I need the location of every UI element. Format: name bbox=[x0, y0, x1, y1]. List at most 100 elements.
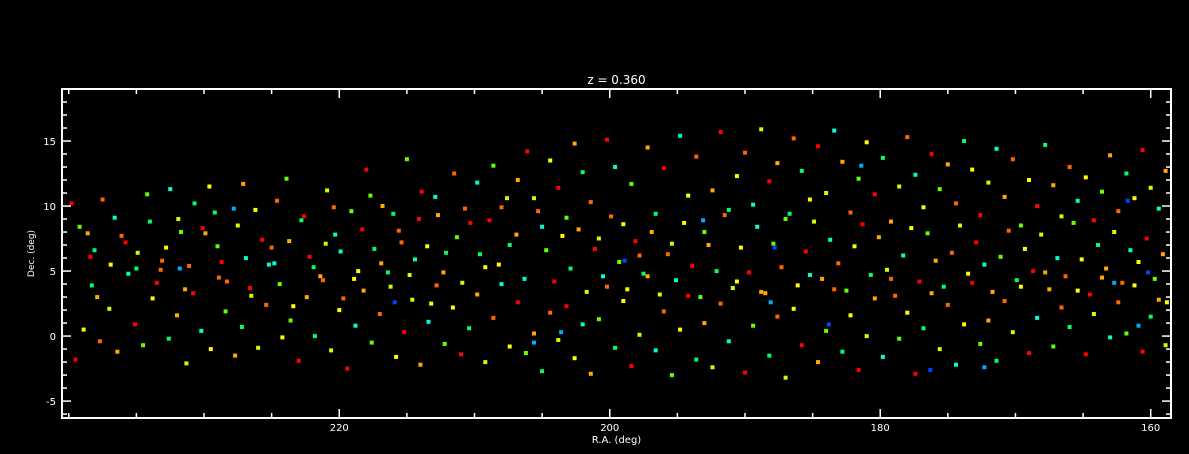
y-tick-label: -5 bbox=[46, 397, 56, 408]
data-point bbox=[828, 237, 833, 242]
data-point bbox=[364, 167, 369, 172]
data-point bbox=[913, 172, 918, 177]
data-point bbox=[536, 209, 541, 214]
data-point bbox=[253, 207, 258, 212]
data-point bbox=[710, 365, 715, 370]
data-point bbox=[885, 267, 889, 272]
data-point bbox=[275, 198, 279, 203]
data-point bbox=[325, 188, 330, 193]
data-point bbox=[1140, 148, 1145, 153]
data-point bbox=[913, 371, 918, 376]
data-point bbox=[605, 284, 609, 289]
data-point bbox=[200, 226, 205, 231]
data-point bbox=[399, 240, 404, 245]
data-point bbox=[115, 349, 120, 354]
data-point bbox=[734, 279, 739, 284]
data-point bbox=[444, 250, 449, 255]
data-point bbox=[588, 371, 593, 376]
data-point bbox=[872, 192, 877, 197]
data-point bbox=[978, 341, 983, 346]
data-point bbox=[1010, 330, 1015, 335]
data-point bbox=[772, 245, 777, 250]
data-point bbox=[905, 310, 910, 315]
data-point bbox=[176, 217, 181, 221]
data-point bbox=[145, 192, 150, 197]
data-point bbox=[726, 339, 731, 344]
data-point bbox=[256, 345, 261, 350]
data-point bbox=[385, 270, 390, 275]
data-point bbox=[986, 318, 991, 323]
data-point bbox=[338, 249, 343, 254]
data-point bbox=[179, 230, 183, 234]
data-point bbox=[1120, 280, 1125, 285]
data-point bbox=[580, 322, 585, 327]
data-point bbox=[1124, 171, 1129, 176]
data-point bbox=[633, 239, 638, 244]
data-point bbox=[360, 227, 365, 232]
data-point bbox=[686, 193, 691, 198]
data-point bbox=[807, 273, 812, 277]
data-point bbox=[653, 348, 658, 353]
data-point bbox=[860, 222, 865, 227]
data-point bbox=[89, 283, 94, 288]
data-point bbox=[277, 282, 282, 287]
data-point bbox=[564, 304, 569, 309]
data-point bbox=[380, 204, 385, 208]
data-point bbox=[775, 161, 780, 166]
data-point bbox=[81, 327, 86, 332]
data-point bbox=[133, 322, 137, 327]
data-point bbox=[1091, 218, 1096, 223]
data-point bbox=[832, 287, 837, 292]
data-point bbox=[812, 219, 816, 224]
data-point bbox=[1035, 204, 1040, 208]
data-point bbox=[119, 233, 124, 238]
data-point bbox=[994, 358, 999, 363]
data-point bbox=[559, 330, 564, 335]
data-point bbox=[848, 210, 853, 215]
data-point bbox=[548, 158, 553, 163]
data-point bbox=[730, 286, 735, 290]
data-point bbox=[714, 269, 719, 274]
data-point bbox=[329, 348, 334, 353]
data-point bbox=[1148, 314, 1153, 319]
data-point bbox=[921, 326, 926, 331]
data-point bbox=[763, 291, 768, 296]
data-point bbox=[674, 278, 678, 283]
data-point bbox=[1112, 280, 1117, 285]
data-point bbox=[751, 323, 756, 328]
data-point bbox=[848, 313, 853, 318]
data-point bbox=[722, 213, 727, 218]
data-point bbox=[239, 325, 244, 329]
data-point bbox=[307, 254, 312, 259]
data-point bbox=[1039, 232, 1044, 237]
data-point bbox=[738, 245, 743, 250]
data-point bbox=[937, 347, 942, 352]
data-point bbox=[799, 168, 804, 173]
data-point bbox=[312, 334, 317, 339]
data-point bbox=[248, 286, 252, 290]
data-point bbox=[1164, 300, 1169, 305]
data-point bbox=[467, 326, 472, 331]
data-point bbox=[219, 260, 224, 264]
data-point bbox=[897, 184, 902, 189]
data-point bbox=[349, 209, 354, 214]
data-point bbox=[1047, 287, 1052, 292]
data-point bbox=[1146, 270, 1150, 275]
data-point bbox=[998, 254, 1003, 259]
data-point bbox=[1002, 194, 1007, 199]
data-point bbox=[337, 308, 342, 313]
data-point bbox=[544, 248, 549, 253]
data-point bbox=[622, 258, 627, 263]
data-point bbox=[191, 291, 196, 296]
data-point bbox=[284, 176, 289, 181]
data-point bbox=[889, 276, 893, 281]
data-point bbox=[1075, 288, 1080, 293]
data-point bbox=[856, 176, 861, 181]
data-point bbox=[417, 217, 421, 221]
data-point bbox=[207, 184, 212, 189]
data-point bbox=[718, 301, 723, 306]
data-point bbox=[783, 217, 788, 221]
data-point bbox=[1148, 185, 1153, 190]
